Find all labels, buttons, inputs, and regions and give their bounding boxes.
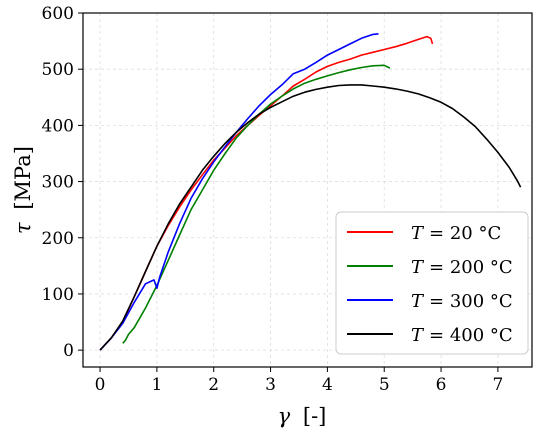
series-line-2	[99, 33, 379, 351]
y-axis-label: τ [MPa]	[11, 146, 35, 234]
x-axis: 0 1 2 3 4 5 6 7	[95, 367, 503, 395]
x-tick-label: 1	[151, 375, 162, 395]
x-tick-label: 4	[322, 375, 333, 395]
y-axis-label-unit: [MPa]	[11, 146, 35, 210]
x-axis-label-symbol: γ	[278, 404, 291, 428]
y-tick-label: 600	[42, 4, 74, 24]
plot-frame	[82, 12, 533, 368]
series-line-1	[122, 64, 391, 344]
x-tick-label: 6	[436, 375, 447, 395]
x-tick-label: 2	[208, 375, 219, 395]
y-axis: 0 100 200 300 400 500 600	[42, 4, 83, 361]
y-tick-label: 0	[63, 341, 74, 361]
legend-label-2: T = 300 °C	[411, 291, 513, 312]
legend: T = 20 °C T = 200 °C T = 300 °C T = 400 °C	[335, 211, 529, 355]
x-axis-label: γ [-]	[278, 404, 327, 428]
y-tick-label: 300	[42, 173, 74, 193]
y-tick-label: 500	[42, 60, 74, 80]
y-tick-label: 200	[42, 229, 74, 249]
x-tick-label: 5	[379, 375, 390, 395]
legend-label-3: T = 400 °C	[411, 325, 513, 346]
x-tick-label: 7	[492, 375, 503, 395]
legend-box	[335, 211, 529, 355]
y-axis-label-symbol: τ	[11, 222, 35, 234]
y-tick-label: 400	[42, 116, 74, 136]
x-axis-label-unit: [-]	[303, 404, 326, 428]
legend-label-0: T = 20 °C	[411, 223, 501, 244]
x-tick-label: 0	[95, 375, 106, 395]
legend-label-1: T = 200 °C	[411, 257, 513, 278]
y-tick-label: 100	[42, 285, 74, 305]
series-line-3	[99, 84, 522, 351]
x-tick-label: 3	[265, 375, 276, 395]
data-lines	[99, 33, 522, 351]
